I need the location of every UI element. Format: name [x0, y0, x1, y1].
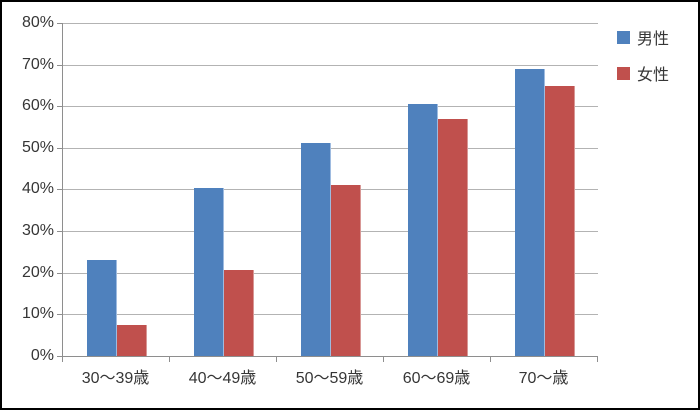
y-tick-label: 10% — [21, 305, 54, 322]
x-tick-mark — [62, 356, 63, 362]
bar-男性-60〜69歳 — [408, 104, 438, 356]
y-tick-mark — [57, 189, 62, 190]
bar-男性-70〜歳 — [515, 69, 545, 356]
y-tick-label: 50% — [21, 139, 54, 156]
y-tick-mark — [57, 148, 62, 149]
legend-item-男性: 男性 — [617, 27, 670, 48]
y-tick-label: 20% — [21, 264, 54, 281]
y-tick-mark — [57, 106, 62, 107]
y-tick-mark — [57, 231, 62, 232]
bar-男性-40〜49歳 — [194, 188, 224, 356]
bar-女性-30〜39歳 — [117, 325, 147, 356]
legend-swatch-icon — [617, 30, 630, 44]
gridline — [63, 23, 598, 24]
y-tick-mark — [57, 23, 62, 24]
x-axis-category-label: 40〜49歳 — [188, 370, 257, 387]
y-tick-label: 70% — [21, 56, 54, 73]
x-tick-mark — [169, 356, 170, 362]
y-tick-label: 0% — [30, 347, 54, 364]
legend: 男性 女性 — [617, 27, 669, 99]
y-tick-label: 60% — [21, 97, 54, 114]
gridline — [63, 65, 598, 66]
legend-label: 女性 — [637, 67, 670, 84]
y-tick-mark — [57, 356, 62, 357]
x-axis-category-label: 60〜69歳 — [402, 370, 471, 387]
gridline — [63, 106, 598, 107]
x-tick-mark — [383, 356, 384, 362]
bar-女性-40〜49歳 — [224, 270, 254, 356]
x-axis-category-label: 50〜59歳 — [295, 370, 364, 387]
y-tick-label: 30% — [21, 222, 54, 239]
legend-label: 男性 — [637, 31, 670, 48]
x-tick-mark — [597, 356, 598, 362]
plot-area — [62, 23, 598, 357]
y-tick-label: 40% — [21, 180, 54, 197]
y-tick-mark — [57, 65, 62, 66]
bar-女性-60〜69歳 — [438, 119, 468, 356]
x-axis-category-label: 70〜歳 — [518, 370, 569, 387]
x-tick-mark — [276, 356, 277, 362]
y-tick-mark — [57, 314, 62, 315]
legend-swatch-icon — [617, 66, 630, 80]
bar-男性-50〜59歳 — [301, 143, 331, 356]
legend-item-女性: 女性 — [617, 63, 670, 84]
bar-女性-70〜歳 — [545, 86, 575, 356]
y-tick-label: 80% — [21, 14, 54, 31]
bar-女性-50〜59歳 — [331, 185, 361, 356]
x-axis-category-label: 30〜39歳 — [81, 370, 150, 387]
bar-男性-30〜39歳 — [87, 260, 117, 356]
y-tick-mark — [57, 273, 62, 274]
x-tick-mark — [490, 356, 491, 362]
